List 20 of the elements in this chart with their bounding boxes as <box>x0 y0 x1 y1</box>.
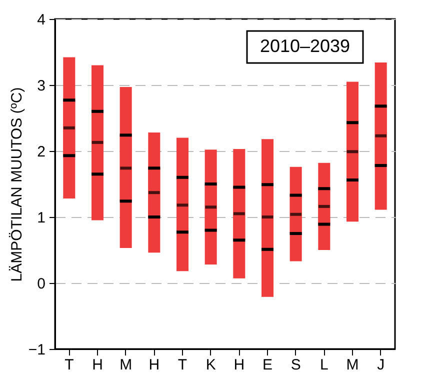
y-tick-label: 3 <box>37 78 46 94</box>
x-tick-label: J <box>377 356 385 374</box>
y-tick-label: 0 <box>37 276 46 292</box>
x-tick-label: H <box>148 356 160 374</box>
x-tick-label: T <box>178 356 188 374</box>
x-tick-label: M <box>346 356 359 374</box>
y-tick-label: 1 <box>37 210 46 226</box>
y-tick-label: 2 <box>37 144 46 160</box>
x-tick-label: S <box>290 356 301 374</box>
x-tick-label: M <box>120 356 132 374</box>
annotation: 2010–2039 <box>260 36 350 56</box>
y-tick-label: −1 <box>28 342 46 358</box>
x-tick-label: E <box>262 356 273 374</box>
y-tick-label: 4 <box>37 12 46 28</box>
y-axis-title: LÄMPÖTILAN MUUTOS (ºC) <box>8 87 26 282</box>
x-tick-label: H <box>234 356 245 374</box>
x-tick-label: K <box>206 356 216 374</box>
x-tick-label: H <box>92 356 103 374</box>
x-tick-label: L <box>320 356 328 374</box>
x-tick-label: T <box>64 356 74 374</box>
